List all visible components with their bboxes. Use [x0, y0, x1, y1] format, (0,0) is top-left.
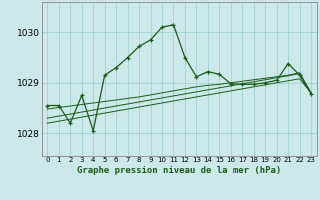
X-axis label: Graphe pression niveau de la mer (hPa): Graphe pression niveau de la mer (hPa): [77, 166, 281, 175]
